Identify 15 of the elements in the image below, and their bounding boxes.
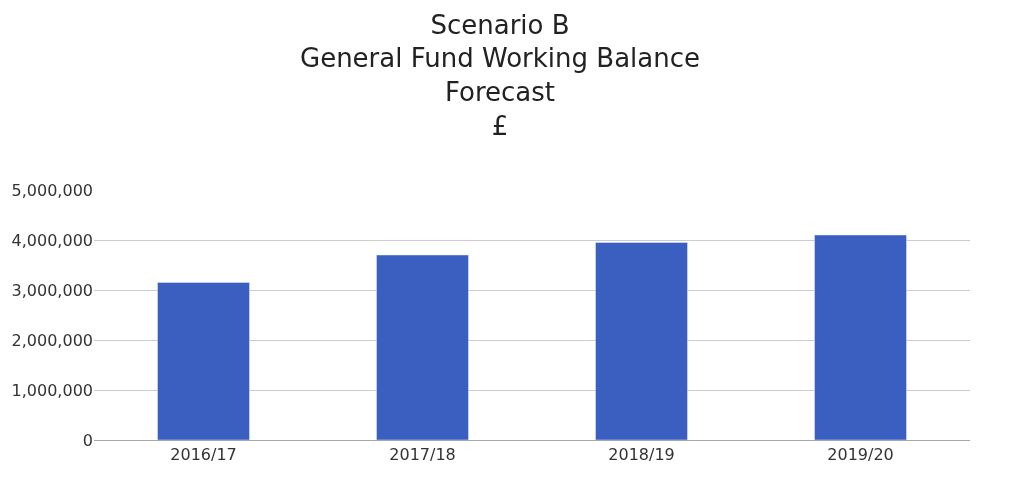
y-tick-label: 3,000,000 — [11, 280, 93, 300]
x-tick-label: 2017/18 — [389, 445, 456, 465]
bar — [376, 254, 469, 440]
x-tick-label: 2016/17 — [170, 445, 237, 465]
y-tick-label: 1,000,000 — [11, 380, 93, 400]
bar — [157, 282, 250, 440]
y-tick-label: 5,000,000 — [11, 180, 93, 200]
bar — [814, 234, 907, 440]
y-tick-label: 2,000,000 — [11, 330, 93, 350]
y-tick-label: 4,000,000 — [11, 230, 93, 250]
bar — [595, 242, 688, 440]
y-tick-label: 0 — [82, 430, 93, 450]
x-tick-label: 2018/19 — [608, 445, 675, 465]
chart-title: Scenario B General Fund Working Balance Forecast £ — [300, 9, 700, 141]
x-tick-label: 2019/20 — [827, 445, 894, 465]
